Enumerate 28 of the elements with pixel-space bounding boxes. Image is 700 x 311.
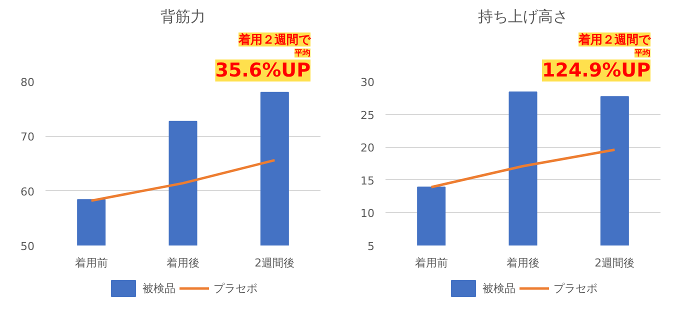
- y-tick-label: 80: [20, 76, 35, 89]
- y-tick-label: 60: [20, 185, 35, 198]
- text: 着用２週間で: [578, 32, 652, 46]
- legend-label: 被検品: [482, 280, 516, 296]
- y-tick-label: 10: [360, 207, 375, 220]
- chart-title: 持ち上げ高さ: [478, 8, 568, 26]
- y-tick-label: 50: [20, 240, 35, 253]
- legend-label: 被検品: [142, 280, 176, 296]
- x-tick-label: 着用前: [74, 256, 108, 270]
- x-tick-label: 着用前: [414, 256, 448, 270]
- y-tick-label: 25: [360, 108, 375, 122]
- text: 着用２週間で: [238, 32, 312, 46]
- x-tick-label: 2週間後: [254, 256, 295, 270]
- legend-label: プラセボ: [554, 280, 598, 296]
- text: 平均: [294, 48, 310, 58]
- y-tick-label: 15: [360, 174, 375, 188]
- y-tick-label: 20: [360, 142, 375, 155]
- x-tick-label: 2週間後: [594, 256, 635, 270]
- text: 35.6%UP: [215, 60, 311, 82]
- legend-label: プラセボ: [214, 280, 258, 296]
- text: 124.9%UP: [542, 60, 651, 82]
- x-tick-label: 着用後: [506, 256, 540, 270]
- y-tick-label: 5: [368, 240, 374, 253]
- x-tick-label: 着用後: [166, 256, 200, 270]
- text: 平均: [634, 48, 650, 58]
- y-tick-label: 70: [20, 130, 35, 144]
- y-tick-label: 30: [360, 76, 375, 89]
- chart-title: 背筋力: [160, 8, 206, 26]
